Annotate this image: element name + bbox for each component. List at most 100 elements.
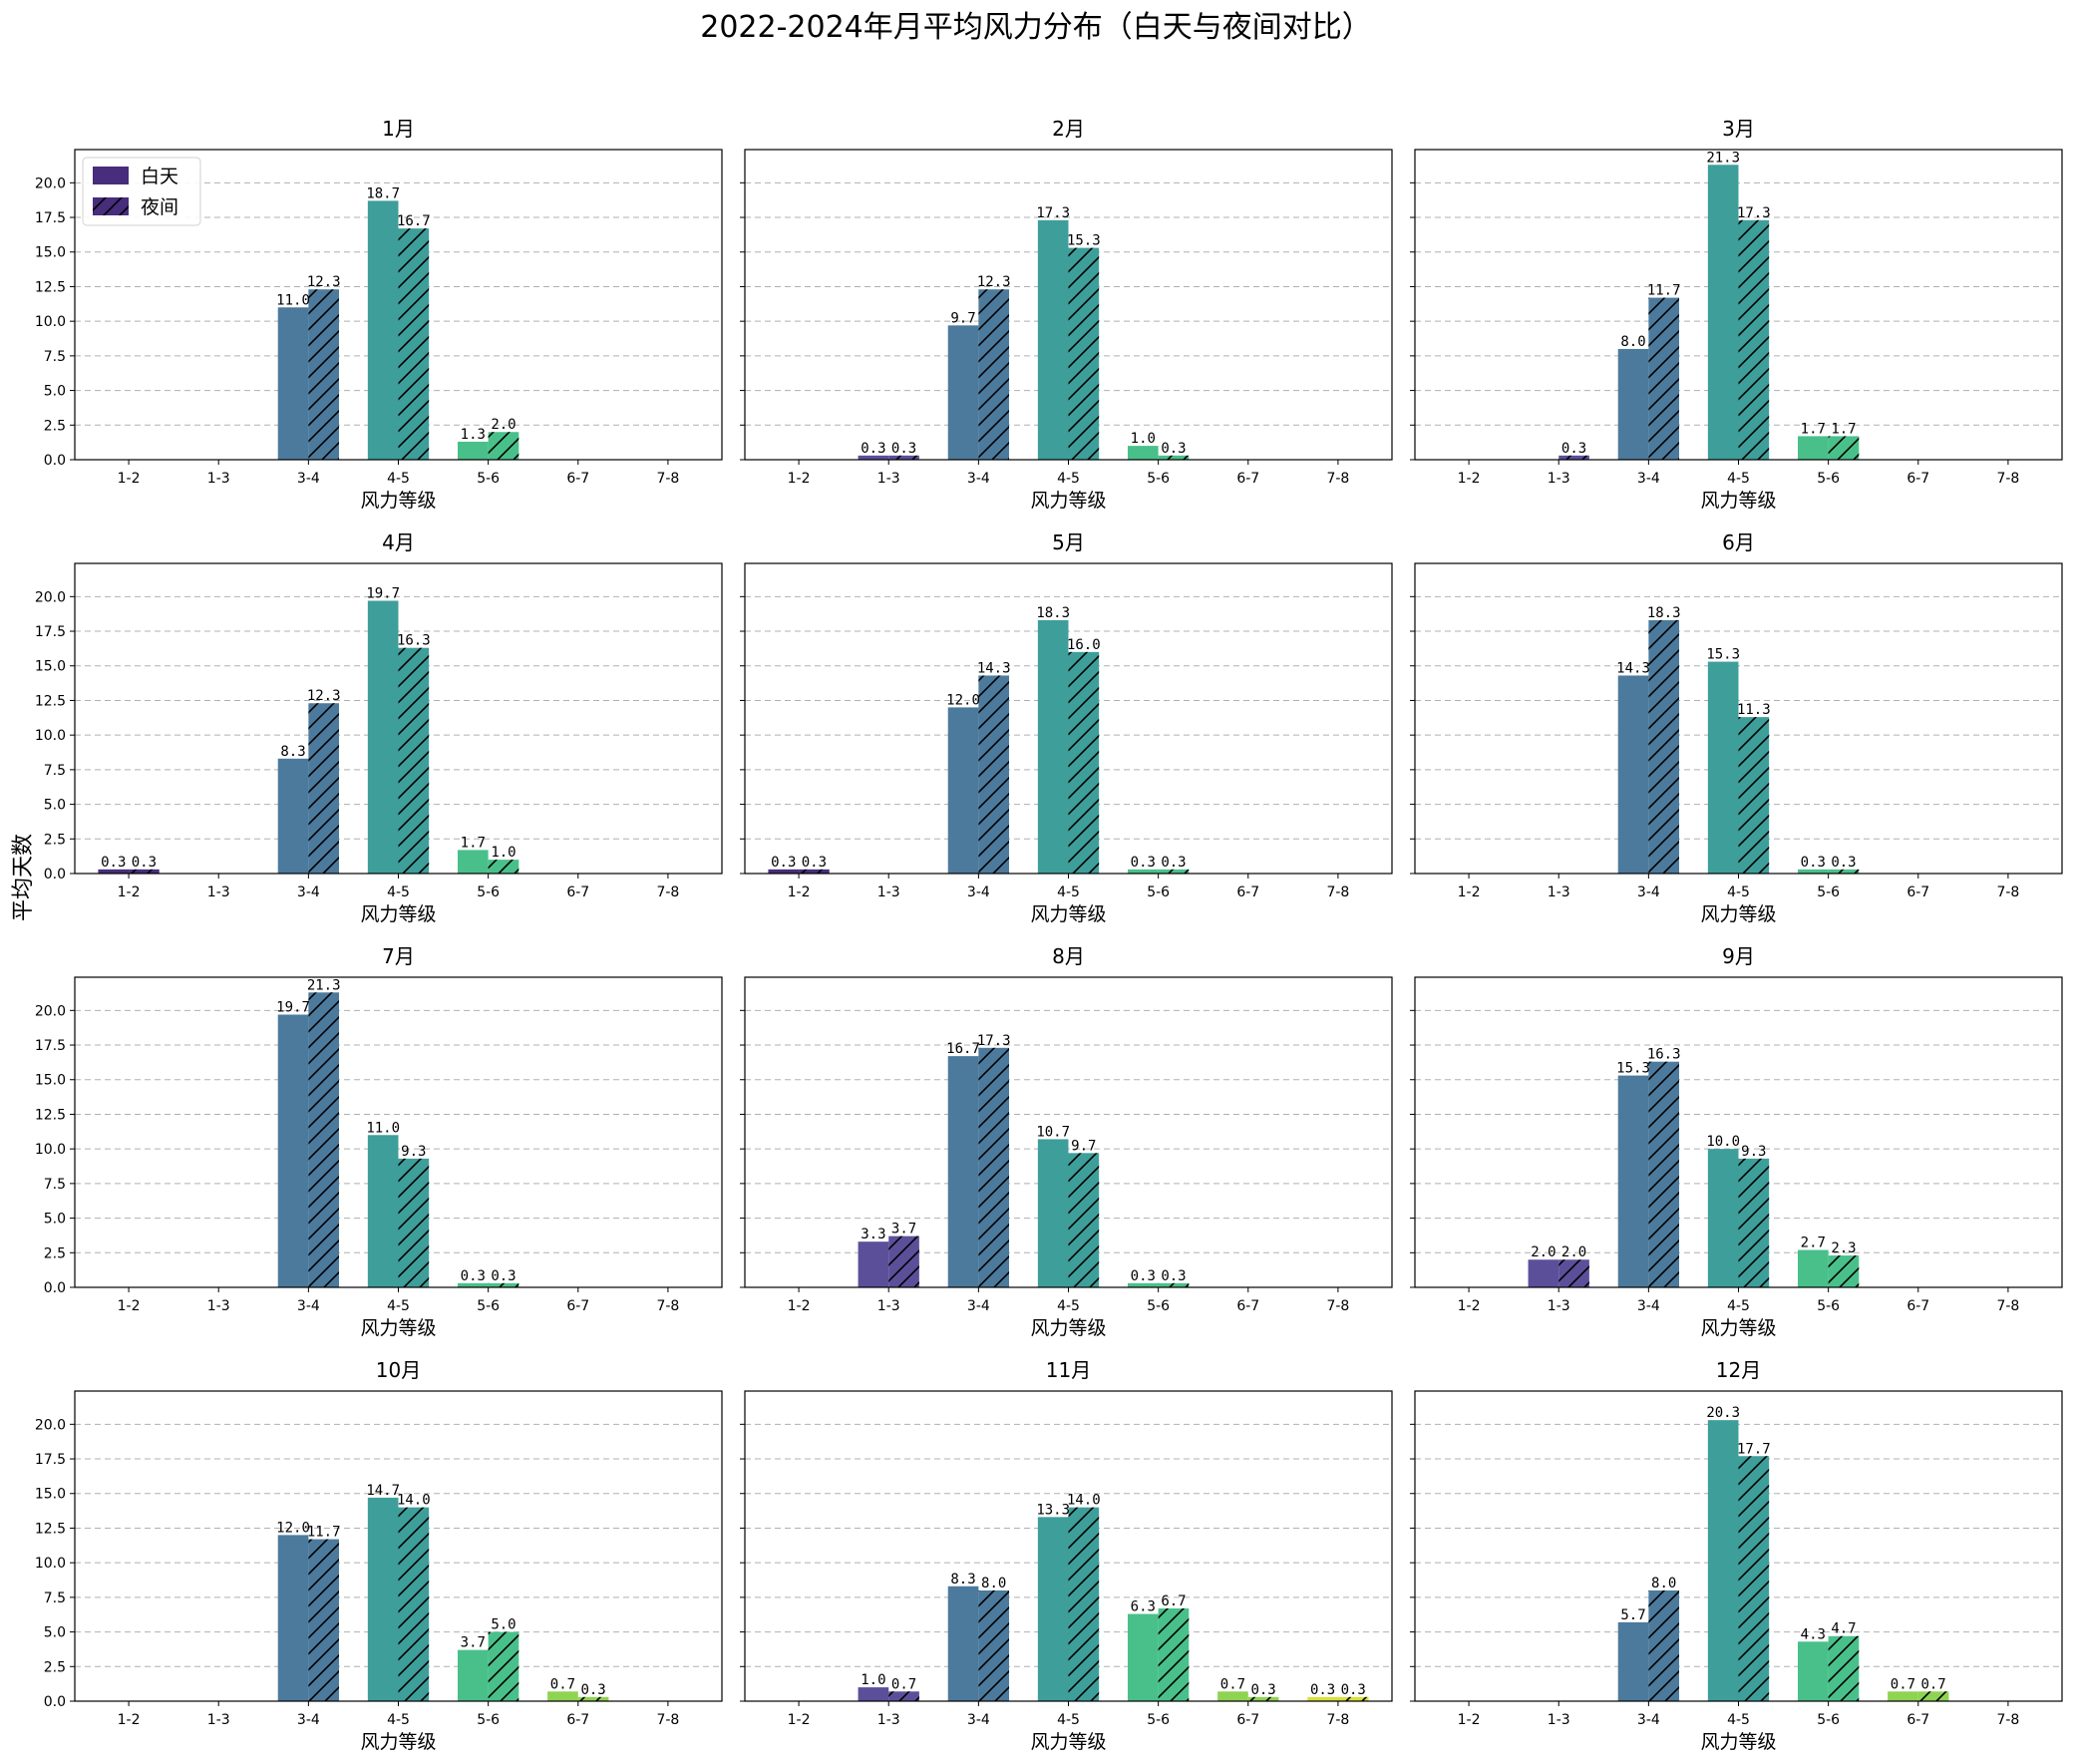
x-tick-label: 6-7 (1236, 1298, 1259, 1314)
night-value-label: 8.0 (981, 1576, 1006, 1591)
x-tick-label: 1-2 (118, 471, 141, 487)
subplot-title: 12月 (1716, 1358, 1761, 1382)
axes-frame (1414, 1390, 2063, 1702)
day-value-label: 2.0 (1531, 1244, 1555, 1260)
x-tick-label: 7-8 (656, 1298, 679, 1314)
x-tick-label: 1-2 (788, 1712, 811, 1728)
night-bar-hatch (1738, 717, 1770, 874)
day-value-label: 6.3 (1131, 1599, 1156, 1615)
subplot-6: 1-2 1-3 14.3 18.3 3-4 15.3 11.3 4-5 0.3 0.3 5-6 6-7… (1410, 530, 2063, 925)
night-value-label: 9.7 (1071, 1138, 1096, 1154)
x-tick-label: 1-2 (788, 884, 811, 900)
day-bar (947, 1056, 979, 1287)
x-tick-label: 7-8 (1326, 884, 1349, 900)
night-bar-hatch (1158, 455, 1190, 460)
x-tick-label: 6-7 (1906, 1298, 1929, 1314)
night-value-label: 14.3 (977, 660, 1011, 676)
night-bar-hatch (1158, 1607, 1190, 1701)
night-bar-hatch (1068, 1153, 1100, 1287)
y-tick-label: 0.0 (44, 453, 66, 469)
night-value-label: 0.3 (491, 1268, 516, 1284)
y-tick-label: 5.0 (44, 798, 66, 814)
x-tick-label: 1-2 (118, 1712, 141, 1728)
y-tick-label: 17.5 (35, 210, 66, 226)
night-value-label: 0.3 (1561, 441, 1586, 457)
x-tick-label: 5-6 (1817, 1712, 1840, 1728)
night-value-label: 1.0 (491, 845, 516, 861)
x-tick-label: 4-5 (1057, 884, 1080, 900)
night-value-label: 12.3 (307, 274, 341, 290)
x-tick-label: 4-5 (1057, 1298, 1080, 1314)
day-bar (1707, 1149, 1739, 1287)
x-tick-label: 3-4 (967, 884, 990, 900)
night-value-label: 11.3 (1737, 702, 1771, 718)
x-axis-label: 风力等级 (360, 903, 436, 925)
night-bar-hatch (1247, 1696, 1279, 1701)
legend-day-swatch (93, 167, 129, 184)
x-tick-label: 4-5 (387, 1298, 410, 1314)
x-tick-label: 3-4 (297, 1712, 320, 1728)
day-value-label: 4.3 (1801, 1626, 1826, 1642)
day-value-label: 12.0 (946, 692, 980, 708)
night-value-label: 12.3 (977, 274, 1011, 290)
night-value-label: 17.3 (977, 1033, 1011, 1049)
x-tick-label: 3-4 (967, 1298, 990, 1314)
y-tick-label: 10.0 (35, 728, 66, 744)
x-tick-label: 7-8 (656, 1712, 679, 1728)
night-bar-hatch (1828, 1635, 1860, 1701)
day-value-label: 0.3 (1131, 855, 1156, 871)
night-bar-hatch (488, 1282, 519, 1287)
subplot-title: 10月 (376, 1358, 421, 1382)
x-tick-label: 4-5 (387, 884, 410, 900)
x-tick-label: 1-3 (207, 884, 230, 900)
subplot-1: 0.0 2.5 5.0 7.5 10.0 12.5 15.0 17.5 20.0 1-2 1-3 11… (35, 117, 723, 512)
axes-frame (74, 562, 723, 875)
x-tick-label: 4-5 (1057, 471, 1080, 487)
night-bar-hatch (1648, 297, 1680, 460)
y-tick-label: 17.5 (35, 1452, 66, 1468)
night-bar-hatch (1558, 455, 1589, 460)
day-value-label: 5.7 (1620, 1607, 1645, 1623)
night-bar-hatch (1738, 1456, 1770, 1701)
day-bar (1127, 446, 1159, 460)
day-value-label: 11.0 (276, 292, 310, 308)
day-value-label: 15.3 (1616, 1061, 1650, 1077)
night-value-label: 12.3 (307, 688, 341, 704)
night-bar-hatch (1648, 1061, 1680, 1287)
day-bar (367, 600, 399, 874)
day-bar (367, 200, 399, 460)
axes-frame (74, 976, 723, 1288)
day-bar (1037, 219, 1069, 460)
night-value-label: 0.3 (1161, 441, 1186, 457)
subplot-9: 1-2 2.0 2.0 1-3 15.316.3 3-4 10.09.3 4-5 2.7 2.3 5… (1410, 944, 2063, 1339)
x-tick-label: 4-5 (1727, 471, 1750, 487)
x-tick-label: 6-7 (566, 1298, 589, 1314)
night-bar-hatch (1648, 619, 1680, 874)
day-value-label: 8.3 (950, 1572, 975, 1588)
night-value-label: 16.0 (1067, 637, 1101, 653)
day-value-label: 14.7 (366, 1483, 400, 1499)
x-tick-label: 7-8 (1326, 471, 1349, 487)
day-bar (1707, 1420, 1739, 1701)
day-bar (1797, 1641, 1829, 1701)
axes-frame (1414, 149, 2063, 461)
x-tick-label: 7-8 (656, 884, 679, 900)
day-bar (1797, 869, 1829, 874)
x-tick-label: 5-6 (1817, 884, 1840, 900)
x-tick-label: 1-3 (207, 471, 230, 487)
day-bar (858, 1241, 889, 1287)
x-tick-label: 6-7 (1236, 1712, 1259, 1728)
night-bar-hatch (308, 289, 340, 460)
x-tick-label: 5-6 (1147, 1298, 1170, 1314)
x-axis-label: 风力等级 (1700, 1731, 1776, 1753)
day-bar (367, 1497, 399, 1701)
night-bar-hatch (1828, 436, 1860, 460)
x-tick-label: 3-4 (1637, 1712, 1660, 1728)
x-tick-label: 5-6 (1147, 884, 1170, 900)
x-tick-label: 3-4 (1637, 1298, 1660, 1314)
x-tick-label: 3-4 (297, 471, 320, 487)
day-value-label: 1.3 (461, 427, 486, 443)
y-tick-label: 12.5 (35, 1521, 66, 1537)
night-value-label: 6.7 (1161, 1593, 1186, 1609)
